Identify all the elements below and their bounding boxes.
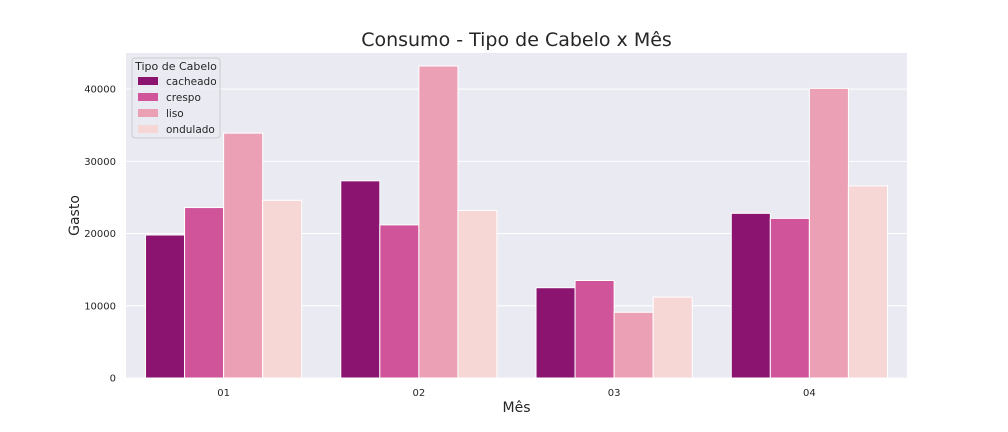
bar-cacheado-01: [145, 234, 186, 379]
bar-crespo-01: [184, 207, 225, 379]
legend-title: Tipo de Cabelo: [134, 60, 217, 73]
bar-crespo-02: [379, 224, 420, 379]
x-tick-label: 01: [217, 388, 230, 399]
legend-label-ondulado: ondulado: [166, 124, 215, 136]
x-tick-label: 03: [608, 388, 621, 399]
bar-ondulado-04: [847, 185, 888, 379]
x-axis-ticks: 01 02 03 04: [217, 388, 815, 399]
bar-liso-03: [613, 311, 654, 379]
bar-liso-04: [808, 87, 849, 379]
legend-swatch-ondulado: [138, 125, 158, 133]
legend-items: cacheado crespo liso ondulado: [138, 76, 217, 136]
y-tick-label: 0: [110, 374, 116, 385]
legend-swatch-cacheado: [138, 77, 158, 85]
y-tick-label: 20000: [84, 229, 116, 240]
legend-swatch-crespo: [138, 93, 158, 101]
bar-cacheado-04: [730, 212, 771, 379]
bar-crespo-04: [769, 217, 810, 379]
bar-crespo-03: [574, 280, 615, 379]
legend-swatch-liso: [138, 109, 158, 117]
bar-cacheado-03: [535, 287, 576, 379]
bar-liso-01: [223, 132, 264, 379]
legend: Tipo de Cabelo cacheado crespo liso ondulad…: [131, 57, 221, 139]
y-tick-label: 40000: [84, 85, 116, 96]
legend-label-cacheado: cacheado: [166, 76, 217, 88]
legend-label-crespo: crespo: [166, 92, 201, 104]
y-tick-label: 30000: [84, 157, 116, 168]
x-tick-label: 02: [413, 388, 426, 399]
y-axis-label: Gasto: [67, 195, 83, 236]
y-tick-label: 10000: [84, 301, 116, 312]
bar-cacheado-02: [340, 180, 381, 379]
legend-label-liso: liso: [166, 108, 184, 120]
bar-ondulado-02: [457, 209, 498, 379]
bars: [145, 65, 888, 379]
x-axis-label: Mês: [503, 400, 531, 416]
y-axis-ticks: 0 10000 20000 30000 40000: [84, 85, 116, 385]
bar-ondulado-01: [262, 199, 303, 379]
x-tick-label: 04: [803, 388, 816, 399]
bar-liso-02: [418, 65, 459, 379]
bar-ondulado-03: [652, 296, 693, 379]
chart-title: Consumo - Tipo de Cabelo x Mês: [361, 29, 672, 51]
